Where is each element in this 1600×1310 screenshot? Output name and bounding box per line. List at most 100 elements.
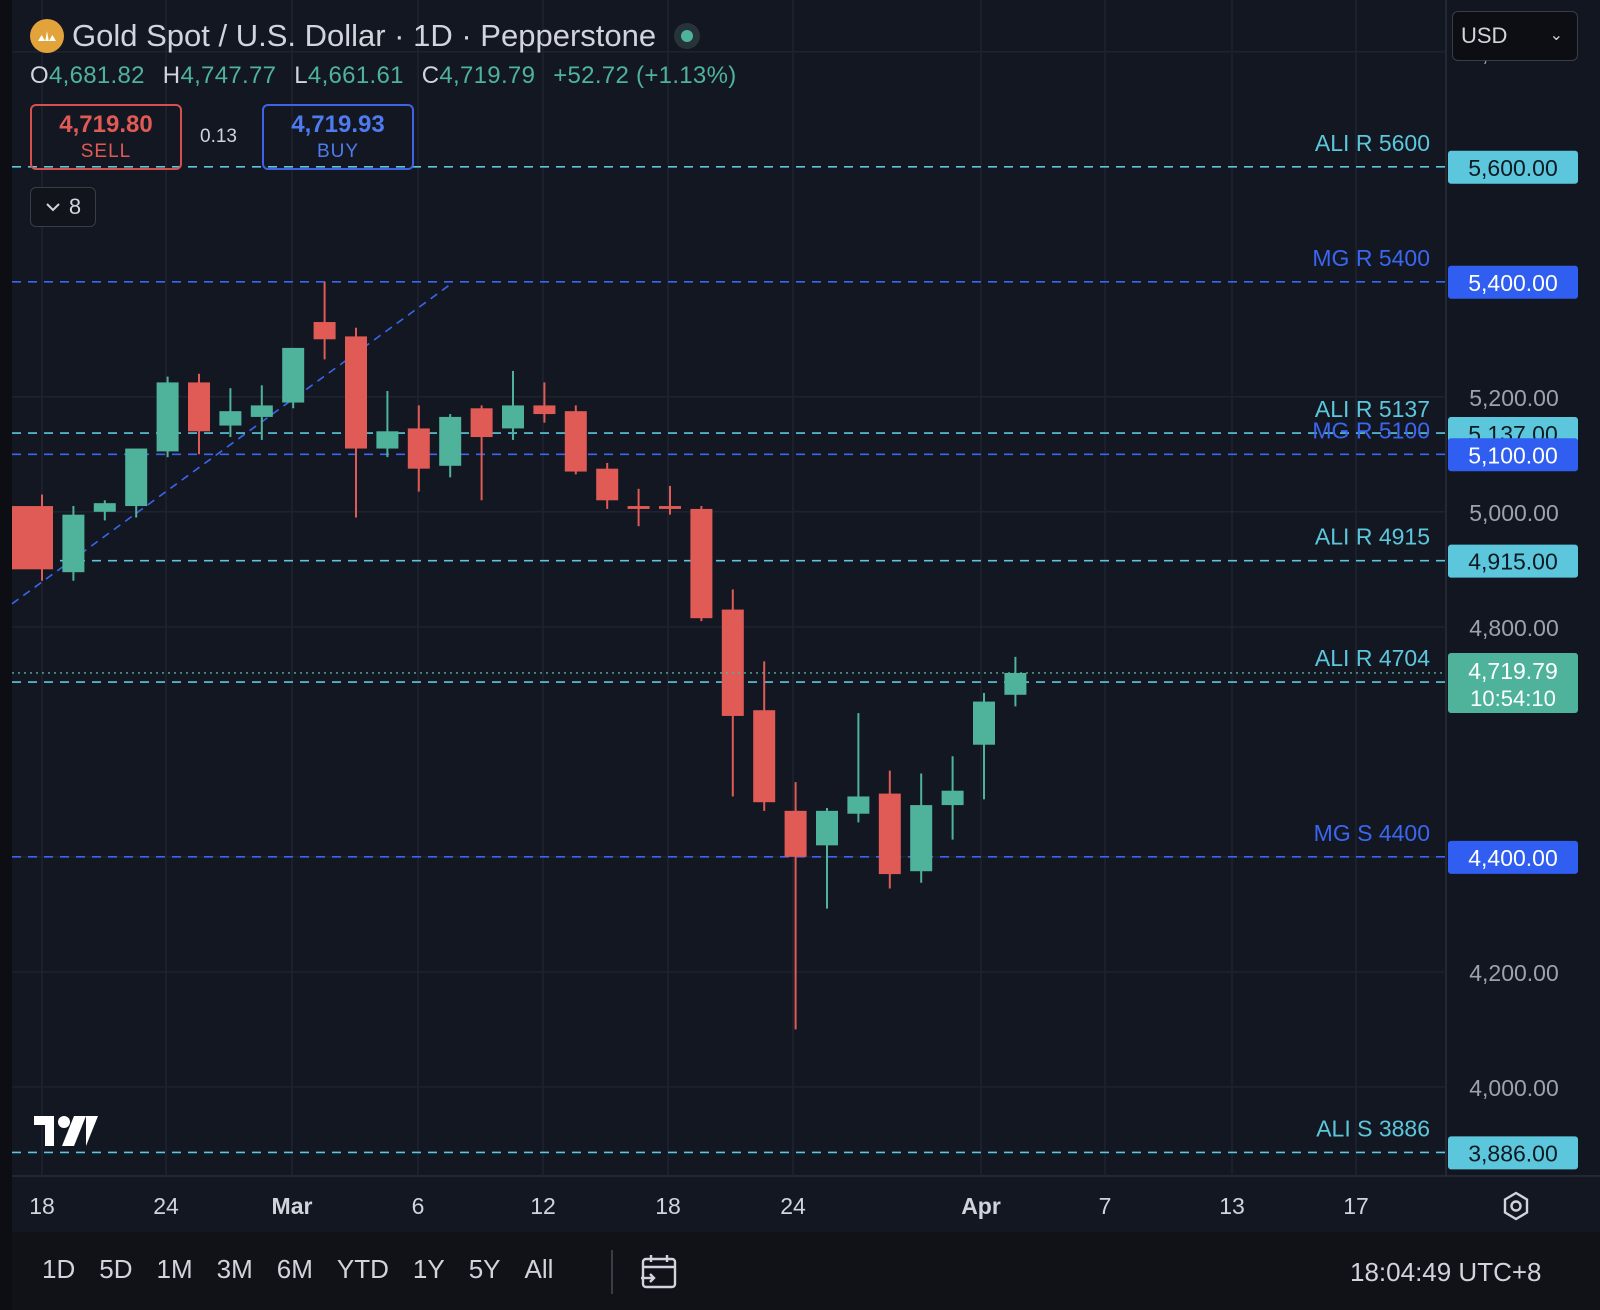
candle-body[interactable] bbox=[502, 405, 524, 429]
level-name: MG R 5400 bbox=[1312, 245, 1430, 271]
level-price-tag bbox=[1448, 840, 1578, 874]
buy-button[interactable]: 4,719.93 BUY bbox=[262, 104, 414, 170]
x-tick-label: 17 bbox=[1343, 1193, 1369, 1219]
candle-body[interactable] bbox=[188, 382, 210, 432]
chart-background bbox=[12, 0, 1600, 1232]
candle-body[interactable] bbox=[156, 382, 179, 452]
candle-body[interactable] bbox=[973, 701, 995, 745]
tradingview-logo-icon bbox=[34, 1116, 98, 1146]
candle-body[interactable] bbox=[533, 405, 556, 415]
candle-body[interactable] bbox=[250, 405, 273, 417]
candle-body[interactable] bbox=[376, 431, 399, 449]
level-price-tag bbox=[1448, 544, 1578, 578]
candle-body[interactable] bbox=[219, 411, 242, 426]
last-price-label: 4,719.79 bbox=[1468, 658, 1558, 684]
y-tick-label: 5,000.00 bbox=[1469, 500, 1559, 526]
range-button-all[interactable]: All bbox=[524, 1254, 554, 1284]
range-button-5y[interactable]: 5Y bbox=[468, 1254, 501, 1284]
x-tick-label: Apr bbox=[961, 1193, 1001, 1219]
level-price-tag bbox=[1448, 1136, 1578, 1170]
price-chart[interactable]: 4,000.00 4,200.00 4,400.00 4,800.00 5,000.00… bbox=[0, 0, 1600, 1232]
candle-body[interactable] bbox=[784, 810, 807, 857]
candle-body[interactable] bbox=[659, 506, 681, 509]
bottom-toolbar bbox=[12, 1232, 1600, 1310]
candle-body[interactable] bbox=[753, 710, 776, 803]
x-tick-label: 12 bbox=[530, 1193, 556, 1219]
open-label: O bbox=[30, 62, 49, 89]
indicators-toggle-button[interactable]: 8 bbox=[30, 187, 96, 227]
buy-price: 4,719.93 bbox=[291, 111, 385, 138]
close-value: 4,719.79 bbox=[439, 62, 536, 89]
range-button-ytd[interactable]: YTD bbox=[336, 1254, 389, 1284]
x-tick-label: 24 bbox=[153, 1193, 179, 1219]
range-button-1m[interactable]: 1M bbox=[156, 1254, 193, 1284]
bar-countdown: 10:54:10 bbox=[1470, 686, 1556, 711]
open-value: 4,681.82 bbox=[48, 62, 145, 89]
candle-body[interactable] bbox=[470, 408, 493, 438]
gold-logo-icon bbox=[30, 19, 64, 53]
range-button-1d[interactable]: 1D bbox=[42, 1254, 76, 1284]
candle-body[interactable] bbox=[313, 322, 336, 340]
sell-price: 4,719.80 bbox=[59, 111, 153, 138]
range-button-1y[interactable]: 1Y bbox=[412, 1254, 445, 1284]
last-price-tag bbox=[1448, 652, 1578, 713]
candle-body[interactable] bbox=[93, 503, 116, 512]
candle-body[interactable] bbox=[564, 411, 587, 472]
candle-body[interactable] bbox=[439, 416, 462, 466]
range-button-6m[interactable]: 6M bbox=[276, 1254, 313, 1284]
symbol-header: Gold Spot / U.S. Dollar · 1D · Peppersto… bbox=[30, 16, 701, 56]
level-price-tag bbox=[1448, 265, 1578, 299]
candle-body[interactable] bbox=[690, 508, 713, 619]
low-value: 4,661.61 bbox=[307, 62, 404, 89]
candle-body[interactable] bbox=[816, 810, 838, 846]
candle-body[interactable] bbox=[721, 609, 744, 716]
candle-body[interactable] bbox=[12, 506, 53, 570]
level-price-tag bbox=[1448, 150, 1578, 184]
x-tick-label: 18 bbox=[655, 1193, 681, 1219]
y-tick-label: 5,200.00 bbox=[1469, 385, 1559, 411]
candle-body[interactable] bbox=[847, 796, 870, 814]
range-button-3m[interactable]: 3M bbox=[216, 1254, 253, 1284]
low-label: L bbox=[294, 62, 308, 89]
clock-display[interactable]: 18:04:49 UTC+8 bbox=[1350, 1257, 1542, 1287]
go-to-date-icon[interactable] bbox=[640, 1252, 680, 1292]
x-tick-label: 13 bbox=[1219, 1193, 1245, 1219]
range-buttons: 1D 5D 1M 3M 6M YTD 1Y 5Y All bbox=[30, 1254, 565, 1285]
candle-body[interactable] bbox=[125, 448, 148, 507]
trend-line[interactable] bbox=[11, 284, 451, 605]
sell-label: SELL bbox=[80, 141, 132, 162]
indicator-count: 8 bbox=[68, 194, 82, 219]
level-price-label: 3,886.00 bbox=[1468, 1140, 1558, 1166]
symbol-title[interactable]: Gold Spot / U.S. Dollar · 1D · Peppersto… bbox=[72, 18, 657, 53]
change-value: +52.72 (+1.13%) bbox=[553, 62, 737, 89]
market-open-icon bbox=[674, 23, 701, 49]
price-scale[interactable] bbox=[1446, 0, 1600, 1176]
candle-body[interactable] bbox=[941, 790, 964, 806]
candle-body[interactable] bbox=[910, 805, 933, 872]
x-tick-label: 24 bbox=[780, 1193, 806, 1219]
candle-body[interactable] bbox=[627, 506, 650, 509]
high-value: 4,747.77 bbox=[180, 62, 277, 89]
level-name: ALI R 4704 bbox=[1315, 645, 1430, 671]
settings-gear-icon[interactable] bbox=[1500, 1190, 1532, 1222]
candle-body[interactable] bbox=[1004, 672, 1027, 695]
level-price-label: 4,915.00 bbox=[1468, 549, 1558, 575]
buy-label: BUY bbox=[316, 141, 360, 162]
level-name: ALI R 4915 bbox=[1315, 524, 1430, 550]
candle-body[interactable] bbox=[596, 468, 619, 501]
level-price-label: 5,400.00 bbox=[1468, 270, 1558, 296]
level-name: MG R 5100 bbox=[1312, 417, 1430, 443]
currency-select[interactable]: USD ⌄ bbox=[1452, 11, 1578, 61]
candle-body[interactable] bbox=[62, 514, 85, 573]
candle-body[interactable] bbox=[345, 336, 367, 449]
sell-button[interactable]: 4,719.80 SELL bbox=[30, 104, 182, 170]
y-tick-label: 4,200.00 bbox=[1469, 960, 1559, 986]
candle-body[interactable] bbox=[282, 347, 305, 403]
x-tick-label: 7 bbox=[1099, 1193, 1112, 1219]
y-tick-label: 4,800.00 bbox=[1469, 615, 1559, 641]
level-price-tag bbox=[1448, 438, 1578, 472]
candle-body[interactable] bbox=[878, 793, 901, 875]
level-name: MG S 4400 bbox=[1314, 820, 1430, 846]
range-button-5d[interactable]: 5D bbox=[99, 1254, 133, 1284]
candle-body[interactable] bbox=[407, 428, 430, 469]
